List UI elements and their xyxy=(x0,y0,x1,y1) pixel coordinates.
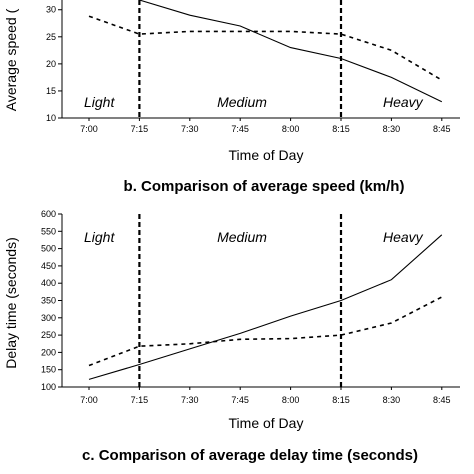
y-tick-label: 25 xyxy=(46,32,56,42)
chart-b-series xyxy=(88,0,443,103)
chart-c-y-axis-title: Delay time (seconds) xyxy=(3,237,19,369)
y-tick-label: 300 xyxy=(41,313,56,323)
chart-c-dividers xyxy=(138,214,343,387)
chart-c-region-labels: Light Medium Heavy xyxy=(84,229,424,245)
x-tick-label: 7:15 xyxy=(131,395,149,405)
x-tick-label: 7:30 xyxy=(181,395,199,405)
chart-b-y-axis-title: Average speed ( xyxy=(3,8,19,111)
chart-b: 10 15 20 25 30 7:00 7:15 7:30 7:45 8:00 8:15 8:30 8… xyxy=(3,0,460,195)
chart-b-region-labels: Light Medium Heavy xyxy=(84,94,424,110)
y-tick-label: 550 xyxy=(41,226,56,236)
x-tick-label: 7:00 xyxy=(80,124,98,134)
y-tick-label: 600 xyxy=(41,209,56,219)
x-tick-label: 8:15 xyxy=(332,395,350,405)
region-label-medium: Medium xyxy=(217,229,267,245)
region-label-light: Light xyxy=(84,94,115,110)
chart-b-title: b. Comparison of average speed (km/h) xyxy=(124,178,405,195)
region-label-heavy: Heavy xyxy=(383,94,424,110)
y-tick-label: 150 xyxy=(41,365,56,375)
region-label-medium: Medium xyxy=(217,94,267,110)
x-tick-label: 8:00 xyxy=(282,124,300,134)
y-tick-label: 20 xyxy=(46,59,56,69)
chart-c-x-ticks: 7:00 7:15 7:30 7:45 8:00 8:15 8:30 8:45 xyxy=(80,387,451,405)
x-tick-label: 7:45 xyxy=(231,124,249,134)
series-line-dashed xyxy=(88,296,443,367)
x-tick-label: 8:00 xyxy=(282,395,300,405)
x-tick-label: 8:30 xyxy=(383,124,401,134)
y-tick-label: 350 xyxy=(41,296,56,306)
y-tick-label: 10 xyxy=(46,113,56,123)
series-line-solid xyxy=(88,234,443,380)
chart-c-y-ticks: 100 150 200 250 300 350 400 450 500 550 600 xyxy=(41,209,62,392)
chart-c-title: c. Comparison of average delay time (sec… xyxy=(82,447,418,464)
x-tick-label: 8:45 xyxy=(433,395,451,405)
y-tick-label: 100 xyxy=(41,382,56,392)
y-tick-label: 200 xyxy=(41,347,56,357)
chart-b-x-ticks: 7:00 7:15 7:30 7:45 8:00 8:15 8:30 8:45 xyxy=(80,118,451,134)
y-tick-label: 450 xyxy=(41,261,56,271)
y-tick-label: 250 xyxy=(41,330,56,340)
y-tick-label: 400 xyxy=(41,278,56,288)
chart-b-y-ticks: 10 15 20 25 30 xyxy=(46,5,62,123)
series-line-solid xyxy=(139,0,443,103)
y-tick-label: 15 xyxy=(46,86,56,96)
region-label-heavy: Heavy xyxy=(383,229,424,245)
chart-c-series xyxy=(88,234,443,380)
x-tick-label: 7:30 xyxy=(181,124,199,134)
x-tick-label: 8:30 xyxy=(383,395,401,405)
series-line-dashed xyxy=(88,15,443,81)
chart-c-x-axis-title: Time of Day xyxy=(229,415,304,431)
x-tick-label: 8:15 xyxy=(332,124,350,134)
x-tick-label: 7:00 xyxy=(80,395,98,405)
region-label-light: Light xyxy=(84,229,115,245)
x-tick-label: 8:45 xyxy=(433,124,451,134)
chart-b-axes xyxy=(61,0,460,119)
y-tick-label: 30 xyxy=(46,5,56,15)
x-tick-label: 7:45 xyxy=(231,395,249,405)
x-tick-label: 7:15 xyxy=(131,124,149,134)
y-tick-label: 500 xyxy=(41,244,56,254)
chart-b-x-axis-title: Time of Day xyxy=(229,147,304,163)
